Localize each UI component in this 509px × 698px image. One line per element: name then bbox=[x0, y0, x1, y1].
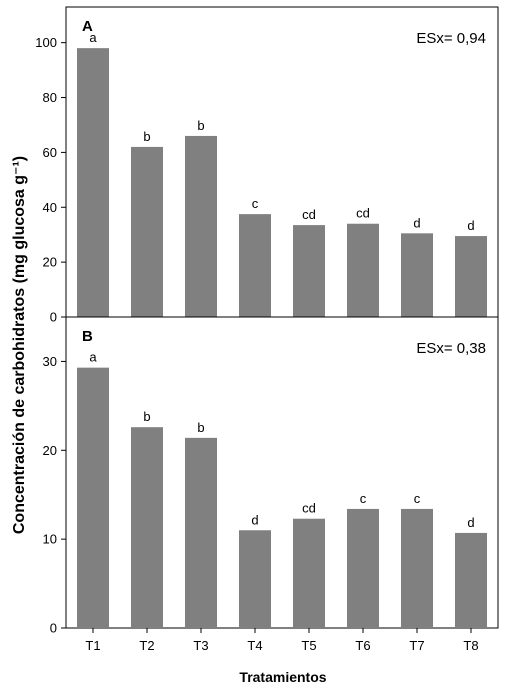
y-tick-label: 10 bbox=[43, 532, 57, 547]
plot-frame bbox=[65, 6, 499, 318]
significance-letter: d bbox=[467, 218, 474, 233]
y-tick-label: 80 bbox=[43, 90, 57, 105]
significance-letter: c bbox=[252, 196, 259, 211]
y-tick-label: 100 bbox=[35, 35, 57, 50]
significance-letter: a bbox=[89, 350, 97, 365]
significance-letter: c bbox=[414, 491, 421, 506]
x-tick-label: T1 bbox=[85, 638, 100, 653]
bar-t2 bbox=[131, 427, 163, 628]
annotation: ESx= 0,38 bbox=[416, 340, 486, 357]
panel-label: B bbox=[82, 328, 93, 345]
bar-t5 bbox=[293, 518, 325, 628]
x-axis-label: Tratamientos bbox=[239, 669, 326, 685]
bar-t3 bbox=[185, 135, 217, 317]
bar-t7 bbox=[401, 508, 433, 628]
panel-a: 0 20 40 60 80 100 a b b c cd cd d d A ESx= 0,94 bbox=[35, 6, 499, 325]
bar-t8 bbox=[455, 532, 487, 628]
x-axis: T1 T2 T3 T4 T5 T6 T7 T8 bbox=[85, 628, 479, 653]
bar-t8 bbox=[455, 236, 487, 317]
x-tick-label: T2 bbox=[139, 638, 154, 653]
y-tick-label: 60 bbox=[43, 145, 57, 160]
x-tick-label: T6 bbox=[355, 638, 370, 653]
significance-letter: cd bbox=[356, 206, 370, 221]
significance-letter: b bbox=[197, 118, 204, 133]
bar-t2 bbox=[131, 146, 163, 317]
bar-t5 bbox=[293, 225, 325, 317]
y-tick-label: 30 bbox=[43, 354, 57, 369]
significance-letter: b bbox=[197, 420, 204, 435]
significance-letter: a bbox=[89, 30, 97, 45]
x-tick-label: T7 bbox=[409, 638, 424, 653]
x-tick-label: T4 bbox=[247, 638, 262, 653]
plot-frame bbox=[65, 316, 499, 629]
significance-letter: b bbox=[143, 409, 150, 424]
significance-letter: d bbox=[251, 512, 258, 527]
bar-t4 bbox=[239, 530, 271, 628]
y-tick-label: 20 bbox=[43, 443, 57, 458]
x-tick-label: T8 bbox=[463, 638, 478, 653]
y-axis-label: Concentración de carbohidratos (mg gluco… bbox=[11, 156, 28, 534]
significance-letter: cd bbox=[302, 501, 316, 516]
x-tick-label: T5 bbox=[301, 638, 316, 653]
y-tick-label: 0 bbox=[50, 621, 57, 636]
y-tick-label: 0 bbox=[50, 310, 57, 325]
bar-t1 bbox=[77, 367, 109, 628]
significance-letter: c bbox=[360, 491, 367, 506]
significance-letter: d bbox=[467, 515, 474, 530]
bar-t6 bbox=[347, 223, 379, 317]
x-tick-label: T3 bbox=[193, 638, 208, 653]
bar-t4 bbox=[239, 214, 271, 317]
bar-t6 bbox=[347, 508, 379, 628]
bar-t3 bbox=[185, 437, 217, 628]
significance-letter: cd bbox=[302, 207, 316, 222]
significance-letter: d bbox=[413, 215, 420, 230]
bar-t7 bbox=[401, 233, 433, 317]
y-tick-label: 20 bbox=[43, 255, 57, 270]
panel-label: A bbox=[82, 18, 93, 35]
y-tick-label: 40 bbox=[43, 200, 57, 215]
bar-t1 bbox=[77, 48, 109, 317]
significance-letter: b bbox=[143, 129, 150, 144]
annotation: ESx= 0,94 bbox=[416, 30, 486, 47]
